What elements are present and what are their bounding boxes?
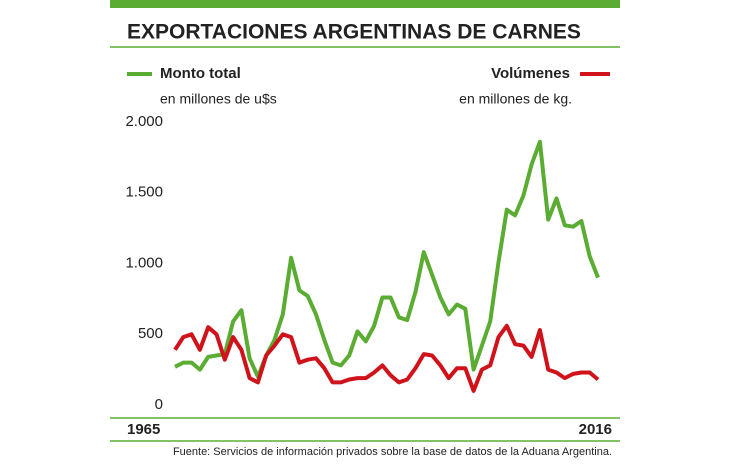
legend-label: Volúmenes [491,65,570,82]
series-line [174,139,600,379]
source: Fuente: Servicios de información privado… [173,446,612,458]
y-tick-label: 0 [155,396,163,413]
x-tick-label: 1965 [127,421,160,438]
y-tick-label: 2.000 [125,113,163,130]
series-line [173,323,600,393]
y-tick-label: 1.500 [125,184,163,201]
chart-title: EXPORTACIONES ARGENTINAS DE CARNES [127,21,581,44]
top-band [110,0,620,8]
legend-unit: en millones de kg. [459,91,572,107]
y-tick-label: 1.000 [125,254,163,271]
legend-label: Monto total [160,65,241,82]
legend-unit: en millones de u$s [160,91,277,107]
y-tick-label: 500 [138,325,163,342]
x-tick-label: 2016 [579,421,612,438]
